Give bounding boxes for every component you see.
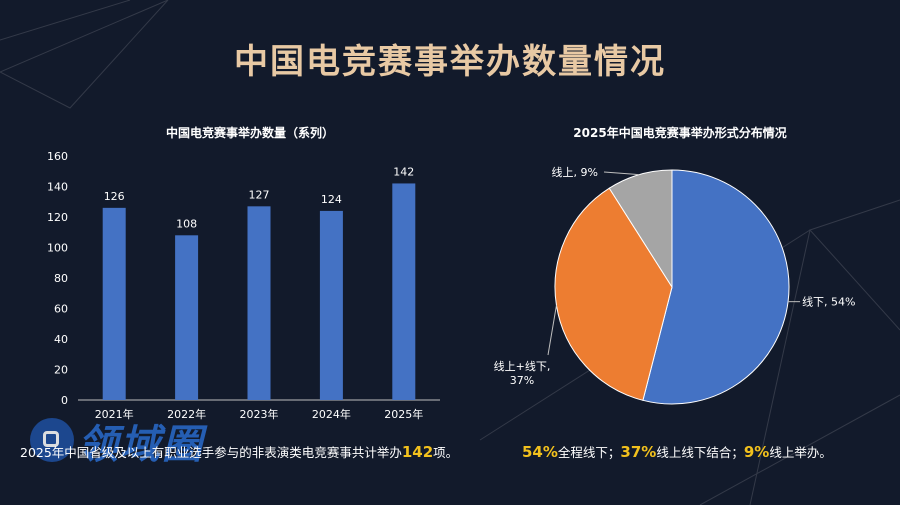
y-tick-label: 160 <box>47 150 68 163</box>
x-tick-label: 2025年 <box>384 407 423 421</box>
bar-caption: 2025年中国省级及以上有职业选手参与的非表演类电竞赛事共计举办142项。 <box>20 442 458 461</box>
caption-right-value-2: 37% <box>620 443 657 461</box>
y-tick-label: 20 <box>54 364 68 377</box>
y-tick-label: 140 <box>47 181 68 194</box>
caption-right-text-2: 线上线下结合； <box>656 445 744 460</box>
bar <box>392 183 416 400</box>
y-tick-label: 40 <box>54 333 68 346</box>
bar-data-label: 108 <box>176 217 197 230</box>
y-tick-label: 80 <box>54 272 68 285</box>
x-tick-label: 2022年 <box>167 407 206 421</box>
y-tick-label: 60 <box>54 303 68 316</box>
pie-caption: 54%全程线下；37%线上线下结合；9%线上举办。 <box>522 442 832 461</box>
bar <box>247 206 271 400</box>
bar-data-label: 124 <box>321 193 342 206</box>
bar <box>175 235 199 400</box>
caption-right-value-3: 9% <box>743 443 770 461</box>
x-tick-label: 2021年 <box>95 407 134 421</box>
caption-right-text-3: 线上举办。 <box>769 445 832 460</box>
bar-chart-title: 中国电竞赛事举办数量（系列） <box>165 126 334 140</box>
caption-left-suffix: 项。 <box>433 445 459 460</box>
y-tick-label: 120 <box>47 211 68 224</box>
pie-chart-title: 2025年中国电竞赛事举办形式分布情况 <box>573 126 787 140</box>
bar <box>319 210 343 400</box>
caption-right-value-1: 54% <box>522 443 558 461</box>
y-tick-label: 0 <box>61 394 68 407</box>
page-title: 中国电竞赛事举办数量情况 <box>234 42 666 82</box>
caption-right-text-1: 全程线下； <box>557 445 621 460</box>
caption-left-prefix: 2025年中国省级及以上有职业选手参与的非表演类电竞赛事共计举办 <box>20 445 402 460</box>
bar <box>102 207 126 400</box>
watermark-badge-icon <box>30 418 74 462</box>
x-tick-label: 2023年 <box>240 407 279 421</box>
y-tick-label: 100 <box>47 242 68 255</box>
bar-data-label: 142 <box>393 165 414 178</box>
watermark-logo: 领域圈 <box>30 412 280 468</box>
watermark-text: 领域圈 <box>78 422 204 468</box>
x-tick-label: 2024年 <box>312 407 351 421</box>
bar-data-label: 127 <box>249 188 270 201</box>
bar-data-label: 126 <box>104 190 125 203</box>
caption-left-value: 142 <box>401 443 434 461</box>
